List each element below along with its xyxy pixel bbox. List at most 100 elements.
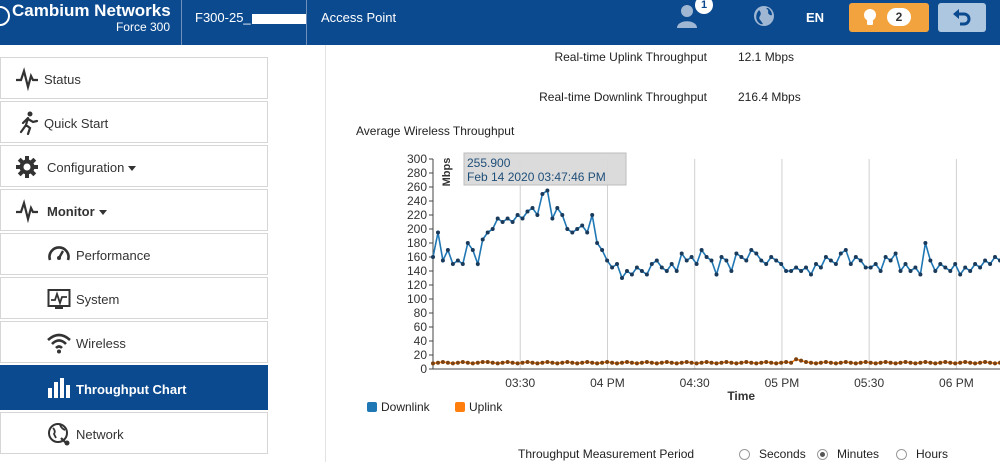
tooltip-value: 255.900 <box>467 156 511 170</box>
user-icon[interactable] <box>676 4 698 33</box>
legend-swatch-uplink <box>455 402 465 412</box>
sidebar-item-label: System <box>76 292 120 307</box>
radio-button-selected[interactable] <box>817 449 828 460</box>
uplink-point <box>868 360 873 365</box>
uplink-point <box>913 361 918 366</box>
downlink-point <box>699 248 704 252</box>
period-option-label: Hours <box>916 447 949 461</box>
downlink-throughput-label: Real-time Downlink Throughput <box>539 90 707 104</box>
downlink-point <box>978 265 983 270</box>
uplink-point <box>490 360 495 365</box>
downlink-point <box>903 262 908 266</box>
sidebar-item-label: Network <box>76 427 124 442</box>
sidebar-item-configuration[interactable]: Configuration <box>0 145 268 187</box>
uplink-point <box>575 361 580 366</box>
alerts-button[interactable]: 2 <box>849 3 929 32</box>
sidebar-item-monitor[interactable]: Monitor <box>0 189 268 231</box>
downlink-point <box>988 262 993 266</box>
downlink-point <box>938 262 943 266</box>
sidebar-item-label: Status <box>44 72 81 87</box>
y-tick-label: 200 <box>407 222 427 236</box>
downlink-point <box>600 248 605 252</box>
uplink-point <box>510 360 515 365</box>
lightbulb-icon <box>864 9 876 25</box>
downlink-point <box>968 269 973 273</box>
uplink-point <box>938 360 943 365</box>
throughput-chart[interactable]: 03:30 04 PM 04:30 05 PM 05:30 06 PM0204060801… <box>350 148 1000 406</box>
uplink-point <box>759 360 764 365</box>
uplink-point <box>888 360 893 365</box>
period-option-minutes[interactable]: Minutes <box>817 447 879 461</box>
uplink-point <box>605 360 610 364</box>
downlink-point <box>714 272 719 277</box>
uplink-point <box>620 360 624 365</box>
downlink-point <box>495 216 500 221</box>
uplink-point <box>779 360 784 365</box>
sidebar-item-throughput-chart[interactable]: Throughput Chart <box>0 365 268 410</box>
system-chart-icon <box>47 289 71 309</box>
downlink-point <box>431 255 435 259</box>
uplink-point <box>530 360 535 365</box>
downlink-point <box>440 258 445 263</box>
legend-uplink[interactable]: Uplink <box>455 400 502 414</box>
sidebar-item-wireless[interactable]: Wireless <box>0 321 268 363</box>
bar-chart-icon <box>48 378 70 398</box>
downlink-point <box>843 248 848 252</box>
downlink-point <box>863 265 868 270</box>
y-tick-label: 100 <box>407 292 427 306</box>
downlink-point <box>629 272 634 277</box>
downlink-point <box>818 265 823 270</box>
sidebar: Status Quick Start Configuration Monitor… <box>0 57 270 462</box>
uplink-point <box>684 360 689 364</box>
downlink-point <box>445 248 450 252</box>
undo-button[interactable] <box>938 3 986 32</box>
period-option-hours[interactable]: Hours <box>896 447 948 461</box>
period-label: Throughput Measurement Period <box>518 447 695 461</box>
uplink-point <box>848 360 853 365</box>
downlink-point <box>749 248 754 252</box>
uplink-point <box>923 360 928 364</box>
downlink-throughput-value: 216.4 Mbps <box>738 90 801 104</box>
x-tick-label: 06 PM <box>939 376 974 390</box>
uplink-point <box>943 360 948 364</box>
sidebar-item-system[interactable]: System <box>0 277 268 319</box>
uplink-point <box>873 361 878 366</box>
uplink-point <box>704 360 709 364</box>
uplink-point <box>460 360 465 364</box>
uplink-point <box>818 360 823 365</box>
downlink-point <box>505 216 510 221</box>
language-selector[interactable]: EN <box>806 10 825 25</box>
legend-downlink[interactable]: Downlink <box>367 400 430 414</box>
uplink-point <box>898 360 903 365</box>
uplink-point <box>465 360 470 365</box>
sidebar-item-quick-start[interactable]: Quick Start <box>0 101 268 143</box>
globe-icon[interactable] <box>753 5 775 32</box>
radio-button[interactable] <box>739 449 750 460</box>
uplink-point <box>729 360 734 365</box>
downlink-point <box>878 269 883 273</box>
sidebar-item-status[interactable]: Status <box>0 57 268 99</box>
radio-button[interactable] <box>896 449 907 460</box>
tooltip-time: Feb 14 2020 03:47:46 PM <box>467 170 606 184</box>
uplink-point <box>903 360 908 364</box>
uplink-point <box>838 360 843 365</box>
downlink-point <box>674 269 679 273</box>
uplink-point <box>843 360 848 364</box>
downlink-point <box>953 262 958 266</box>
divider <box>181 0 182 45</box>
y-tick-label: 20 <box>414 348 428 362</box>
downlink-point <box>764 262 769 266</box>
uplink-point <box>550 360 555 365</box>
sidebar-item-performance[interactable]: Performance <box>0 233 268 275</box>
period-option-seconds[interactable]: Seconds <box>739 447 806 461</box>
uplink-point <box>789 360 794 365</box>
runner-icon <box>19 111 39 135</box>
sidebar-item-network[interactable]: Network <box>0 412 268 454</box>
sidebar-item-label: Configuration <box>47 160 137 175</box>
y-tick-label: 300 <box>407 152 427 166</box>
uplink-point <box>833 361 838 366</box>
uplink-point <box>719 360 724 365</box>
downlink-point <box>858 258 863 263</box>
downlink-point <box>585 230 590 235</box>
uplink-point <box>505 360 510 364</box>
